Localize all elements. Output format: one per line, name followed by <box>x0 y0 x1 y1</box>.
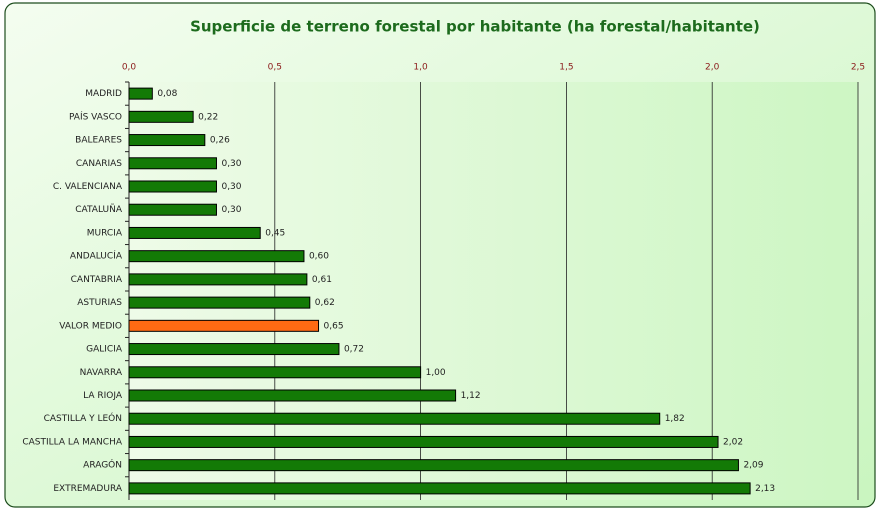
value-label: 1,12 <box>461 391 481 401</box>
bar <box>128 296 311 309</box>
bar <box>128 87 153 100</box>
bar <box>128 459 739 472</box>
y-tick-label: ARAGÓN <box>83 459 122 471</box>
bar <box>128 157 217 170</box>
y-tick-label: CATALUÑA <box>75 204 123 215</box>
bar <box>128 180 217 193</box>
value-label: 0,26 <box>210 136 230 146</box>
y-tick-label: CASTILLA LA MANCHA <box>22 437 123 447</box>
bar <box>128 435 719 448</box>
plot-area <box>129 82 858 500</box>
x-tick-label: 1,5 <box>559 63 573 73</box>
bar <box>128 134 206 147</box>
value-label: 0,60 <box>309 252 329 262</box>
y-tick-label: ANDALUCÍA <box>70 250 123 262</box>
value-label: 0,08 <box>157 89 177 99</box>
y-tick-label: CANARIAS <box>76 159 122 169</box>
bar <box>128 203 217 216</box>
value-label: 0,45 <box>265 228 285 238</box>
y-tick-label: CASTILLA Y LEÓN <box>44 412 122 424</box>
x-tick-label: 1,0 <box>413 63 428 73</box>
y-tick-label: PAÍS VASCO <box>69 110 122 122</box>
y-tick-label: MURCIA <box>87 228 123 238</box>
x-tick-label: 0,5 <box>268 63 282 73</box>
bar <box>128 482 751 495</box>
bar <box>128 319 320 332</box>
value-label: 0,30 <box>221 205 241 215</box>
y-tick-label: NAVARRA <box>80 368 123 378</box>
x-tick-label: 2,0 <box>705 63 720 73</box>
value-label: 0,30 <box>221 182 241 192</box>
value-label: 1,00 <box>426 368 446 378</box>
bar <box>128 250 305 263</box>
bar <box>128 412 661 425</box>
bar <box>128 389 457 402</box>
y-tick-label: EXTREMADURA <box>53 484 122 494</box>
value-label: 0,30 <box>221 159 241 169</box>
y-tick-label: BALEARES <box>75 136 122 146</box>
y-tick-label: GALICIA <box>86 345 123 355</box>
value-label: 0,72 <box>344 345 364 355</box>
value-label: 0,22 <box>198 112 218 122</box>
bar <box>128 343 340 356</box>
y-tick-label: MADRID <box>85 89 122 99</box>
value-label: 2,13 <box>755 484 775 494</box>
value-label: 0,65 <box>324 321 344 331</box>
value-label: 2,09 <box>743 461 763 471</box>
y-tick-label: LA RIOJA <box>83 391 123 401</box>
value-label: 1,82 <box>665 414 685 424</box>
value-label: 0,62 <box>315 298 335 308</box>
value-label: 2,02 <box>723 437 743 447</box>
x-tick-label: 0,0 <box>122 63 137 73</box>
value-label: 0,61 <box>312 275 332 285</box>
chart-title: Superficie de terreno forestal por habit… <box>190 18 760 36</box>
y-tick-label: CANTABRIA <box>71 275 123 285</box>
bar <box>128 273 308 286</box>
y-tick-label: C. VALENCIANA <box>53 182 123 192</box>
y-tick-label: VALOR MEDIO <box>59 321 122 331</box>
y-tick-label: ASTURIAS <box>77 298 122 308</box>
bar <box>128 110 194 123</box>
bar <box>128 226 261 239</box>
bar <box>128 366 422 379</box>
x-tick-label: 2,5 <box>851 63 865 73</box>
